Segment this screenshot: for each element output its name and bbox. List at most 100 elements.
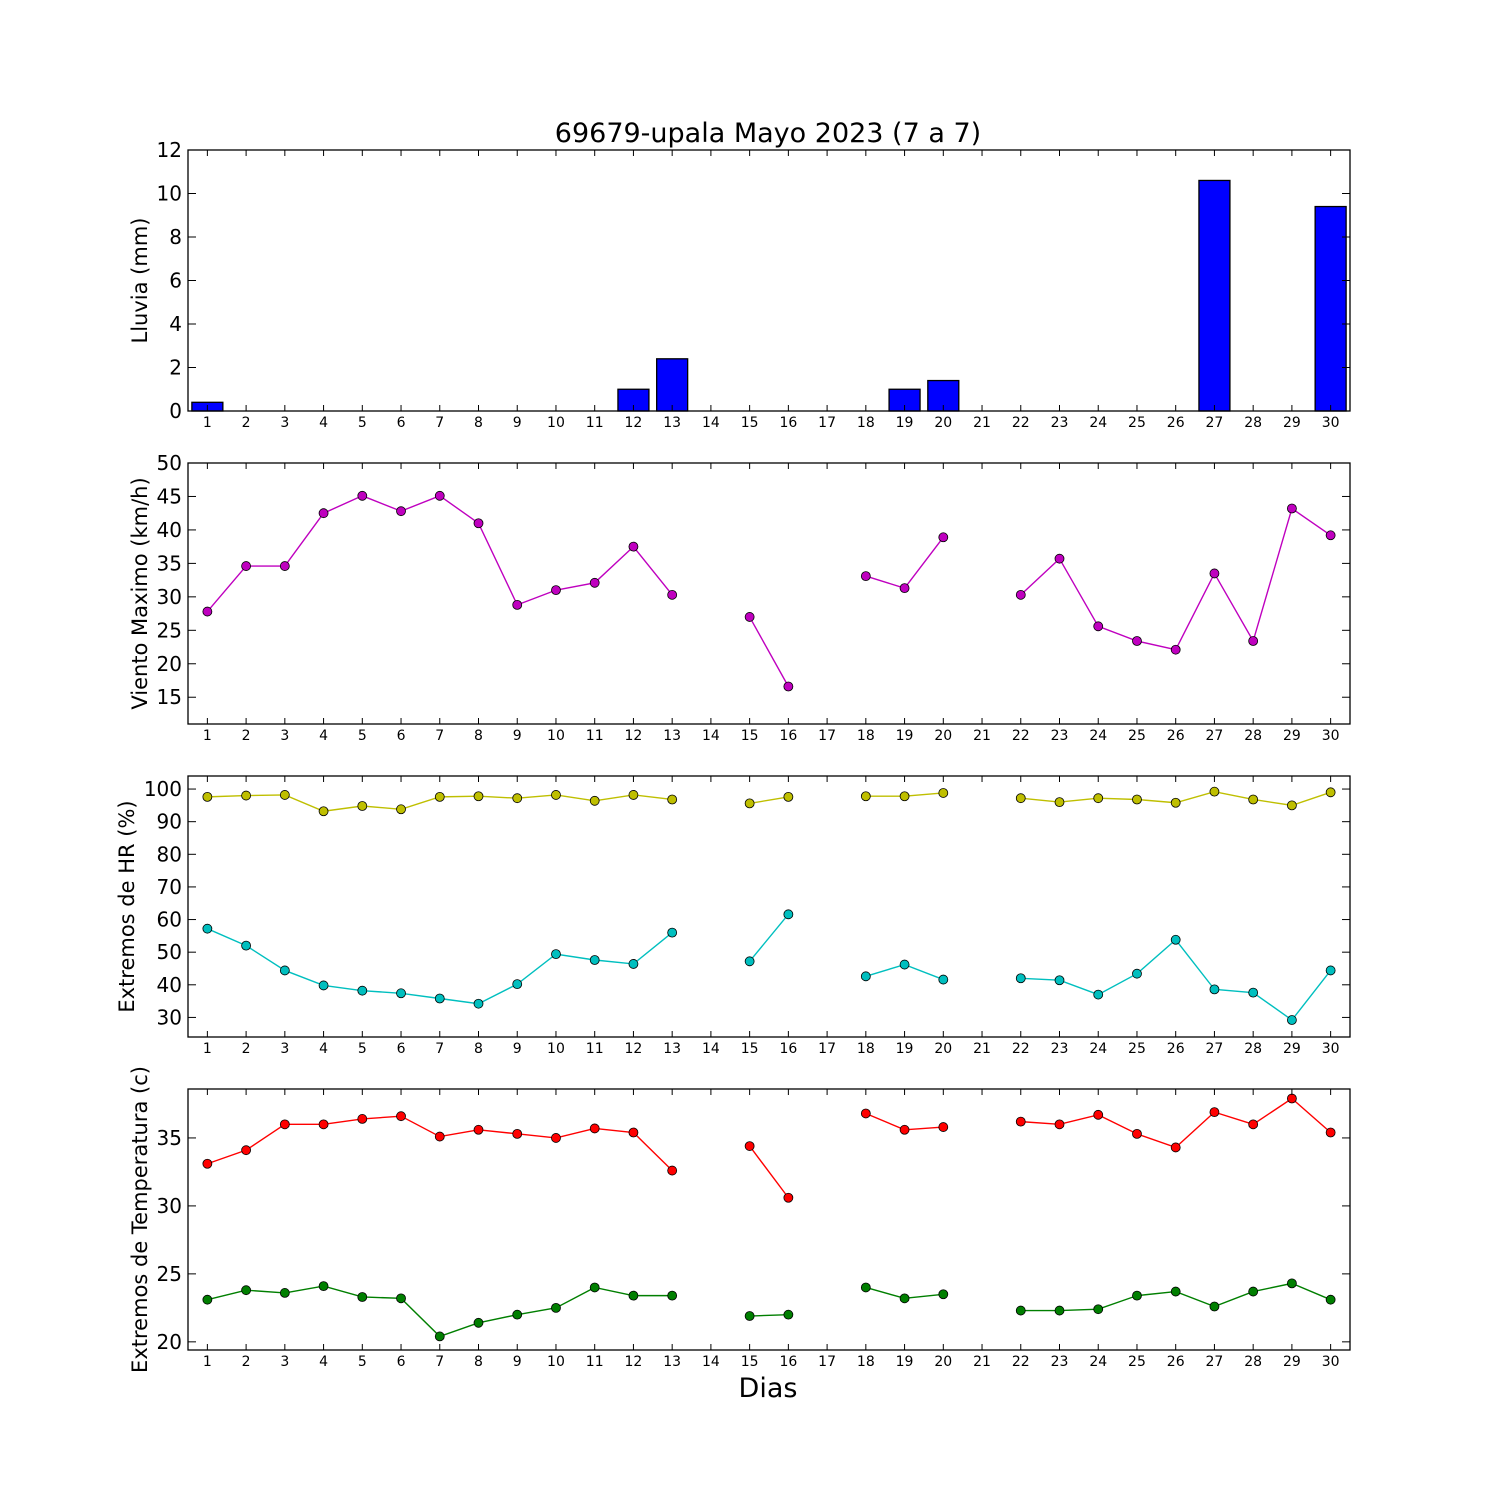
panel-frame	[187, 775, 1351, 1038]
x-tick-label: 1	[203, 415, 212, 431]
data-point	[783, 909, 794, 920]
data-point	[1054, 553, 1065, 564]
data-point	[860, 1108, 871, 1119]
x-tick-label: 7	[435, 415, 444, 431]
data-point	[1093, 1109, 1104, 1120]
data-point	[1054, 1305, 1065, 1316]
x-tick-label: 28	[1244, 728, 1262, 744]
data-point	[860, 1282, 871, 1293]
data-point	[202, 1294, 213, 1305]
x-tick-label: 29	[1283, 415, 1301, 431]
data-point	[551, 790, 561, 800]
series-line	[749, 913, 789, 962]
x-tick-label: 20	[934, 1041, 952, 1057]
x-tick-label: 18	[857, 1354, 875, 1370]
x-tick-label: 6	[397, 1041, 406, 1057]
x-tick-label: 2	[242, 415, 251, 431]
chart-title: 69679-upala Mayo 2023 (7 a 7)	[555, 118, 981, 149]
data-point	[1015, 1116, 1026, 1127]
data-point	[279, 561, 290, 571]
x-tick-label: 9	[513, 728, 522, 744]
data-point	[1132, 968, 1142, 979]
x-tick-label: 6	[397, 1354, 406, 1370]
data-point	[628, 1290, 639, 1301]
data-point	[589, 795, 600, 806]
x-tick-label: 13	[663, 728, 681, 744]
data-point	[512, 979, 523, 990]
data-point	[279, 1288, 290, 1298]
x-tick-label: 3	[280, 728, 289, 744]
x-tick-label: 17	[818, 1041, 836, 1057]
x-tick-label: 5	[358, 1354, 367, 1370]
x-tick-label: 24	[1089, 728, 1107, 744]
x-tick-label: 2	[242, 1041, 251, 1057]
x-tick-label: 28	[1244, 1354, 1262, 1370]
x-tick-label: 6	[397, 415, 406, 431]
data-point	[744, 798, 755, 809]
x-tick-label: 25	[1128, 1354, 1146, 1370]
data-point	[1093, 1304, 1104, 1315]
data-point	[899, 1124, 910, 1135]
data-point	[1248, 794, 1259, 805]
y-axis-label: Viento Maximo (km/h)	[128, 477, 152, 709]
x-tick-label: 8	[474, 1041, 483, 1057]
panel-frame	[187, 149, 1351, 412]
x-tick-label: 26	[1167, 1354, 1185, 1370]
data-point	[202, 791, 213, 802]
y-tick-label: 35	[157, 551, 182, 575]
data-point	[473, 1317, 484, 1328]
y-tick-label: 10	[157, 182, 182, 206]
data-point	[1209, 786, 1220, 797]
x-tick-label: 5	[358, 1041, 367, 1057]
x-tick-label: 15	[741, 728, 759, 744]
x-tick-label: 21	[973, 1354, 991, 1370]
y-tick-label: 30	[157, 1005, 182, 1029]
data-point	[396, 506, 406, 517]
x-tick-label: 25	[1128, 415, 1146, 431]
x-tick-label: 16	[779, 1354, 797, 1370]
data-point	[1054, 1119, 1065, 1130]
x-tick-label: 3	[280, 1041, 289, 1057]
x-tick-label: 15	[741, 415, 759, 431]
x-tick-label: 4	[319, 728, 328, 744]
x-tick-label: 17	[818, 415, 836, 431]
data-point	[357, 1114, 368, 1124]
data-point	[783, 681, 794, 692]
y-axis-label: Extremos de HR (%)	[115, 800, 139, 1012]
x-tick-label: 12	[625, 1354, 643, 1370]
data-point	[1325, 1127, 1336, 1138]
data-point	[589, 955, 600, 965]
data-point	[1170, 1286, 1181, 1297]
data-point	[1209, 1107, 1220, 1118]
data-point	[667, 1290, 678, 1301]
series-line	[749, 616, 789, 687]
x-tick-label: 16	[779, 1041, 797, 1057]
x-tick-label: 19	[896, 1354, 914, 1370]
x-tick-label: 10	[547, 415, 565, 431]
x-tick-label: 1	[203, 1354, 212, 1370]
x-tick-label: 2	[242, 1354, 251, 1370]
x-tick-label: 11	[586, 1354, 604, 1370]
data-point	[783, 1192, 794, 1203]
data-point	[1015, 973, 1026, 984]
data-point	[241, 561, 252, 571]
x-tick-label: 5	[358, 728, 367, 744]
data-point	[202, 923, 213, 934]
data-point	[938, 532, 949, 543]
x-tick-label: 12	[625, 1041, 643, 1057]
x-tick-label: 12	[625, 415, 643, 431]
data-point	[1054, 797, 1065, 807]
x-tick-label: 15	[741, 1354, 759, 1370]
x-tick-label: 25	[1128, 728, 1146, 744]
x-tick-label: 1	[203, 728, 212, 744]
x-tick-label: 1	[203, 1041, 212, 1057]
x-tick-label: 28	[1244, 1041, 1262, 1057]
data-point	[744, 1311, 755, 1321]
data-point	[241, 1145, 252, 1156]
y-tick-label: 2	[169, 356, 182, 380]
data-point	[1015, 589, 1026, 600]
data-point	[241, 1285, 252, 1296]
y-tick-label: 40	[157, 973, 182, 997]
x-tick-label: 24	[1089, 1354, 1107, 1370]
